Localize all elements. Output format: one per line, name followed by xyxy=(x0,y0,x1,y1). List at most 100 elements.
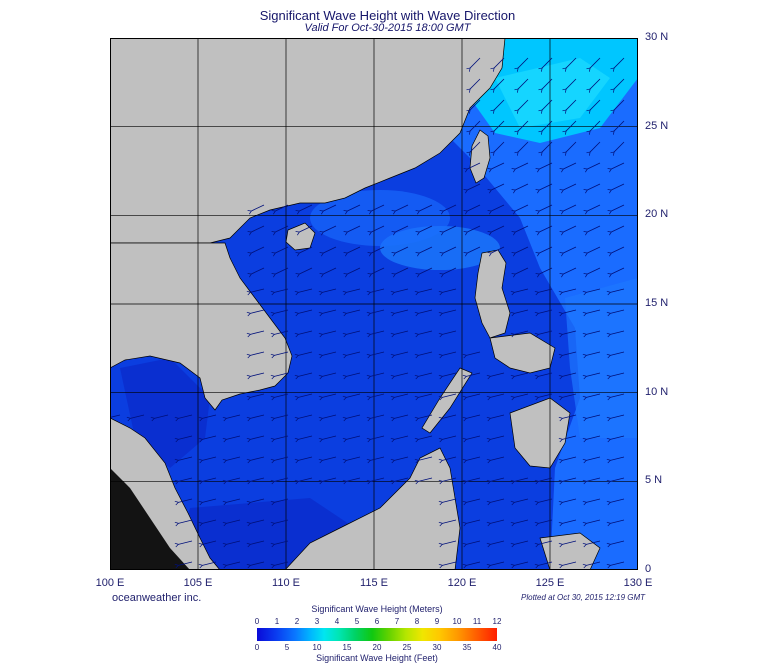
wave-arrow xyxy=(559,204,577,215)
wave-arrow xyxy=(511,225,529,236)
wave-arrow xyxy=(366,372,385,380)
wave-arrow xyxy=(271,204,289,215)
legend-feet-tick: 30 xyxy=(432,643,442,652)
legend-meter-tick: 6 xyxy=(374,617,380,626)
legend-meter-tick: 3 xyxy=(314,617,320,626)
wave-arrow xyxy=(391,267,409,278)
lat-label: 5 N xyxy=(645,474,663,487)
wave-arrow xyxy=(390,477,409,485)
wave-arrow xyxy=(438,435,457,443)
wave-arrow xyxy=(342,477,361,485)
wave-arrow xyxy=(514,99,529,114)
legend-feet-tick: 35 xyxy=(462,643,472,652)
wave-arrow xyxy=(586,99,601,114)
wave-arrow xyxy=(270,477,289,485)
lat-label: 20 N xyxy=(645,208,669,221)
wave-arrow xyxy=(271,267,289,278)
map-subtitle: Valid For Oct-30-2015 18:00 GMT xyxy=(304,22,471,34)
wave-arrow xyxy=(271,246,289,257)
legend-feet-tick: 15 xyxy=(342,643,352,652)
wave-arrow xyxy=(586,120,601,135)
wave-arrow xyxy=(558,288,577,296)
wave-arrow xyxy=(390,288,409,296)
lat-label: 10 N xyxy=(645,385,669,398)
wave-arrow xyxy=(510,309,529,317)
wave-arrow xyxy=(318,393,337,401)
wave-arrow xyxy=(318,330,337,338)
wave-arrow xyxy=(414,414,433,422)
wave-arrow xyxy=(439,204,457,215)
wave-arrow xyxy=(414,477,433,485)
wave-arrow xyxy=(438,477,457,485)
wave-arrow xyxy=(414,330,433,338)
wave-arrow xyxy=(534,309,553,317)
wave-arrow xyxy=(390,435,409,443)
wave-arrow xyxy=(415,225,433,236)
wave-arrow xyxy=(294,393,313,401)
wave-arrow xyxy=(538,141,553,156)
wave-arrow xyxy=(270,456,289,464)
lat-label: 15 N xyxy=(645,297,669,309)
wave-arrow xyxy=(174,519,193,527)
wave-arrow xyxy=(198,435,217,443)
wave-arrow xyxy=(538,99,553,114)
wave-arrow xyxy=(438,372,457,380)
wave-arrow xyxy=(295,204,313,215)
wave-arrow xyxy=(343,246,361,257)
wave-arrow xyxy=(607,267,625,278)
legend-meter-tick: 0 xyxy=(254,617,260,626)
wave-arrow xyxy=(510,477,529,485)
wave-arrow xyxy=(538,57,553,72)
wave-arrow xyxy=(538,78,553,93)
wave-arrow xyxy=(414,435,433,443)
lat-label: 25 N xyxy=(645,119,669,132)
wave-arrow xyxy=(198,540,217,548)
wave-arrow xyxy=(438,519,457,527)
wave-arrow xyxy=(342,288,361,296)
wave-arrow xyxy=(319,225,337,236)
wave-arrow xyxy=(558,540,577,548)
legend-meter-tick: 5 xyxy=(354,617,360,626)
wave-arrow xyxy=(534,561,553,569)
wave-arrow xyxy=(606,309,625,317)
wave-arrow xyxy=(486,393,505,401)
wave-arrow xyxy=(438,288,457,296)
wave-arrow xyxy=(246,372,265,380)
wave-arrow xyxy=(198,477,217,485)
wave-arrow xyxy=(558,330,577,338)
wave-arrow xyxy=(367,267,385,278)
wave-arrow xyxy=(466,141,481,156)
wave-arrow xyxy=(270,309,289,317)
plotted-timestamp: Plotted at Oct 30, 2015 12:19 GMT xyxy=(521,593,646,602)
wave-arrow xyxy=(414,309,433,317)
land-sumatra xyxy=(110,468,190,570)
wave-arrow xyxy=(367,246,385,257)
wave-arrow xyxy=(294,477,313,485)
wave-arrow xyxy=(222,477,241,485)
land-taiwan xyxy=(469,129,491,184)
wave-arrow xyxy=(558,477,577,485)
legend-meters-title: Significant Wave Height (Meters) xyxy=(311,604,443,614)
wave-arrow xyxy=(246,414,265,422)
wave-arrow xyxy=(295,267,313,278)
wave-arrow xyxy=(538,120,553,135)
wave-arrow xyxy=(490,57,505,72)
wave-arrow xyxy=(606,372,625,380)
wave-arrow xyxy=(174,414,193,422)
wave-arrow xyxy=(466,99,481,114)
wave-arrow xyxy=(511,204,529,215)
wave-arrow xyxy=(246,561,265,569)
wave-arrow xyxy=(246,351,265,359)
wave-arrow xyxy=(246,540,265,548)
wave-arrow xyxy=(558,372,577,380)
wave-arrow xyxy=(438,561,457,569)
wave-arrow xyxy=(342,393,361,401)
legend-meter-tick: 2 xyxy=(294,617,300,626)
wave-map-svg xyxy=(110,38,638,570)
legend-meter-tick: 1 xyxy=(274,617,280,626)
wave-arrow xyxy=(270,393,289,401)
land-sulawesi xyxy=(539,532,601,570)
wave-arrow xyxy=(438,351,457,359)
legend-meter-tick: 11 xyxy=(472,617,482,626)
